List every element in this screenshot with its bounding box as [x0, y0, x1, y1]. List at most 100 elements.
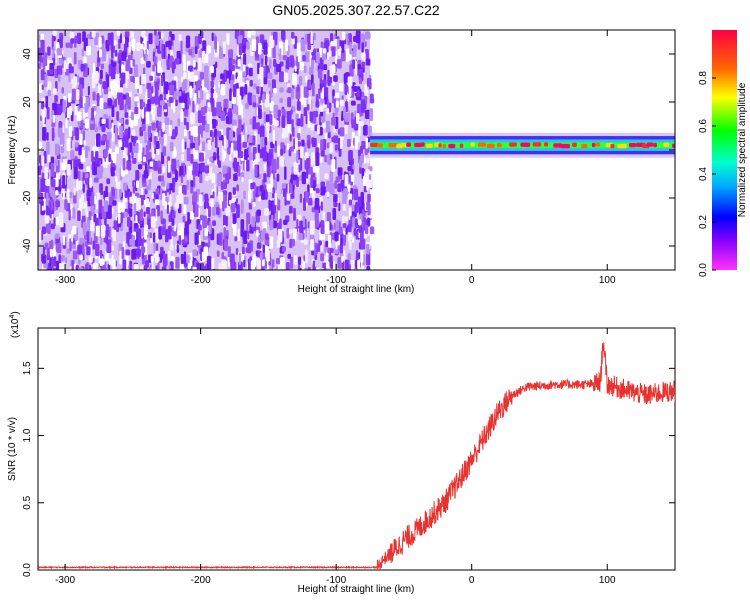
noise-cell: [151, 109, 154, 115]
noise-cell: [237, 95, 242, 107]
noise-cell: [326, 52, 330, 60]
noise-cell: [331, 44, 336, 57]
noise-cell: [118, 141, 123, 148]
noise-cell: [157, 60, 162, 74]
noise-cell: [265, 249, 270, 262]
noise-cell: [125, 249, 131, 256]
noise-cell: [219, 199, 223, 209]
noise-cell: [254, 164, 258, 177]
noise-cell: [367, 255, 370, 266]
noise-cell: [308, 80, 311, 89]
noise-cell: [106, 131, 112, 139]
noise-cell: [69, 238, 72, 252]
noise-cell: [63, 60, 67, 72]
noise-cell: [78, 180, 83, 190]
noise-cell: [244, 149, 248, 161]
noise-cell: [347, 184, 351, 192]
noise-cell: [364, 224, 369, 235]
noise-cell: [197, 79, 202, 88]
noise-cell: [216, 173, 222, 186]
noise-cell: [131, 234, 135, 246]
noise-cell: [42, 55, 46, 70]
noise-cell: [361, 61, 366, 68]
noise-cell: [100, 224, 106, 238]
noise-cell: [222, 194, 227, 209]
noise-cell: [302, 215, 306, 228]
noise-cell: [329, 182, 335, 195]
noise-cell: [355, 61, 358, 75]
noise-cell: [65, 68, 70, 76]
noise-cell: [364, 109, 370, 119]
noise-cell: [270, 87, 273, 98]
noise-cell: [334, 144, 338, 151]
noise-cell: [40, 178, 46, 193]
noise-cell: [369, 108, 374, 121]
noise-cell: [248, 135, 253, 143]
noise-cell: [78, 144, 82, 156]
noise-cell: [40, 69, 45, 81]
noise-cell: [125, 169, 128, 175]
spectrogram-signal-band: [370, 132, 675, 158]
noise-cell: [211, 32, 214, 42]
noise-cell: [247, 230, 250, 240]
noise-cell: [112, 228, 117, 242]
noise-cell: [213, 151, 217, 157]
noise-cell: [130, 31, 135, 38]
noise-cell: [194, 232, 199, 245]
noise-cell: [135, 248, 141, 258]
noise-cell: [169, 84, 175, 96]
noise-cell: [145, 48, 148, 62]
noise-cell: [183, 62, 186, 72]
noise-cell: [262, 93, 265, 103]
noise-cell: [276, 173, 280, 182]
noise-cell: [305, 249, 308, 264]
noise-cell: [129, 238, 133, 246]
noise-cell: [96, 192, 101, 202]
noise-cell: [181, 138, 185, 153]
noise-cell: [74, 35, 79, 44]
band-peak: [544, 142, 549, 147]
noise-cell: [116, 30, 121, 36]
noise-cell: [209, 129, 213, 137]
noise-cell: [89, 177, 93, 188]
noise-cell: [128, 208, 133, 218]
noise-cell: [285, 261, 290, 270]
noise-cell: [221, 259, 227, 270]
noise-cell: [192, 266, 197, 270]
noise-cell: [353, 188, 359, 201]
noise-cell: [334, 231, 339, 242]
noise-cell: [337, 257, 342, 269]
noise-cell: [183, 129, 187, 137]
noise-cell: [289, 55, 294, 68]
noise-cell: [312, 166, 318, 173]
noise-cell: [352, 164, 355, 171]
noise-cell: [211, 257, 215, 269]
noise-cell: [247, 242, 252, 254]
noise-cell: [189, 71, 195, 82]
noise-cell: [167, 160, 171, 173]
noise-cell: [86, 231, 90, 244]
noise-cell: [133, 202, 137, 215]
noise-cell: [152, 64, 155, 72]
noise-cell: [230, 64, 235, 71]
noise-cell: [118, 92, 123, 106]
noise-cell: [209, 156, 213, 163]
noise-cell: [349, 240, 352, 250]
noise-cell: [95, 126, 99, 133]
noise-cell: [307, 36, 312, 51]
noise-cell: [309, 187, 314, 194]
band-peak: [532, 142, 542, 147]
noise-cell: [81, 48, 84, 57]
noise-cell: [38, 62, 42, 70]
noise-cell: [135, 214, 138, 224]
noise-cell: [139, 208, 143, 222]
noise-cell: [211, 173, 216, 184]
noise-cell: [347, 138, 351, 148]
noise-cell: [100, 35, 105, 44]
noise-cell: [272, 31, 278, 41]
noise-cell: [301, 171, 307, 185]
noise-cell: [42, 126, 47, 141]
noise-cell: [131, 149, 134, 159]
noise-cell: [226, 33, 230, 45]
